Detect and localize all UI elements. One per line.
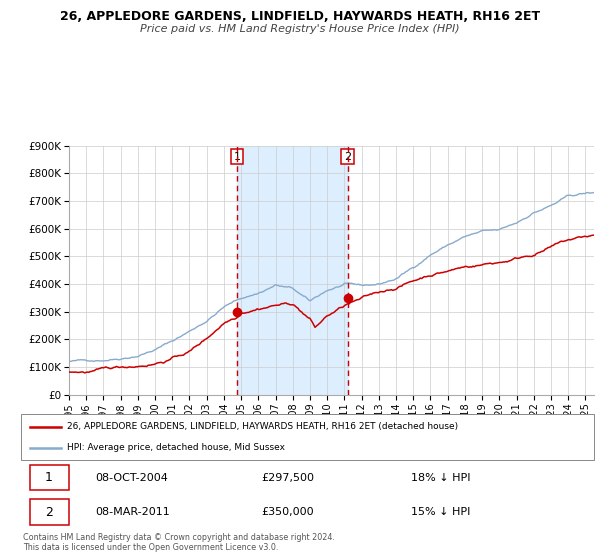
Text: Contains HM Land Registry data © Crown copyright and database right 2024.: Contains HM Land Registry data © Crown c… [23,533,335,542]
Text: 08-MAR-2011: 08-MAR-2011 [95,507,170,517]
Text: 26, APPLEDORE GARDENS, LINDFIELD, HAYWARDS HEATH, RH16 2ET: 26, APPLEDORE GARDENS, LINDFIELD, HAYWAR… [60,10,540,23]
Text: 08-OCT-2004: 08-OCT-2004 [95,473,169,483]
Text: 15% ↓ HPI: 15% ↓ HPI [410,507,470,517]
Text: £350,000: £350,000 [262,507,314,517]
Text: 26, APPLEDORE GARDENS, LINDFIELD, HAYWARDS HEATH, RH16 2ET (detached house): 26, APPLEDORE GARDENS, LINDFIELD, HAYWAR… [67,422,458,431]
Text: Price paid vs. HM Land Registry's House Price Index (HPI): Price paid vs. HM Land Registry's House … [140,24,460,34]
FancyBboxPatch shape [29,500,68,525]
FancyBboxPatch shape [29,465,68,490]
FancyBboxPatch shape [21,414,594,460]
Text: 2: 2 [344,152,351,162]
Text: HPI: Average price, detached house, Mid Sussex: HPI: Average price, detached house, Mid … [67,444,285,452]
Text: 2: 2 [45,506,53,519]
Text: 18% ↓ HPI: 18% ↓ HPI [410,473,470,483]
Text: This data is licensed under the Open Government Licence v3.0.: This data is licensed under the Open Gov… [23,543,278,552]
Text: 1: 1 [233,152,241,162]
Text: £297,500: £297,500 [262,473,314,483]
Text: 1: 1 [45,471,53,484]
Bar [237,146,347,395]
